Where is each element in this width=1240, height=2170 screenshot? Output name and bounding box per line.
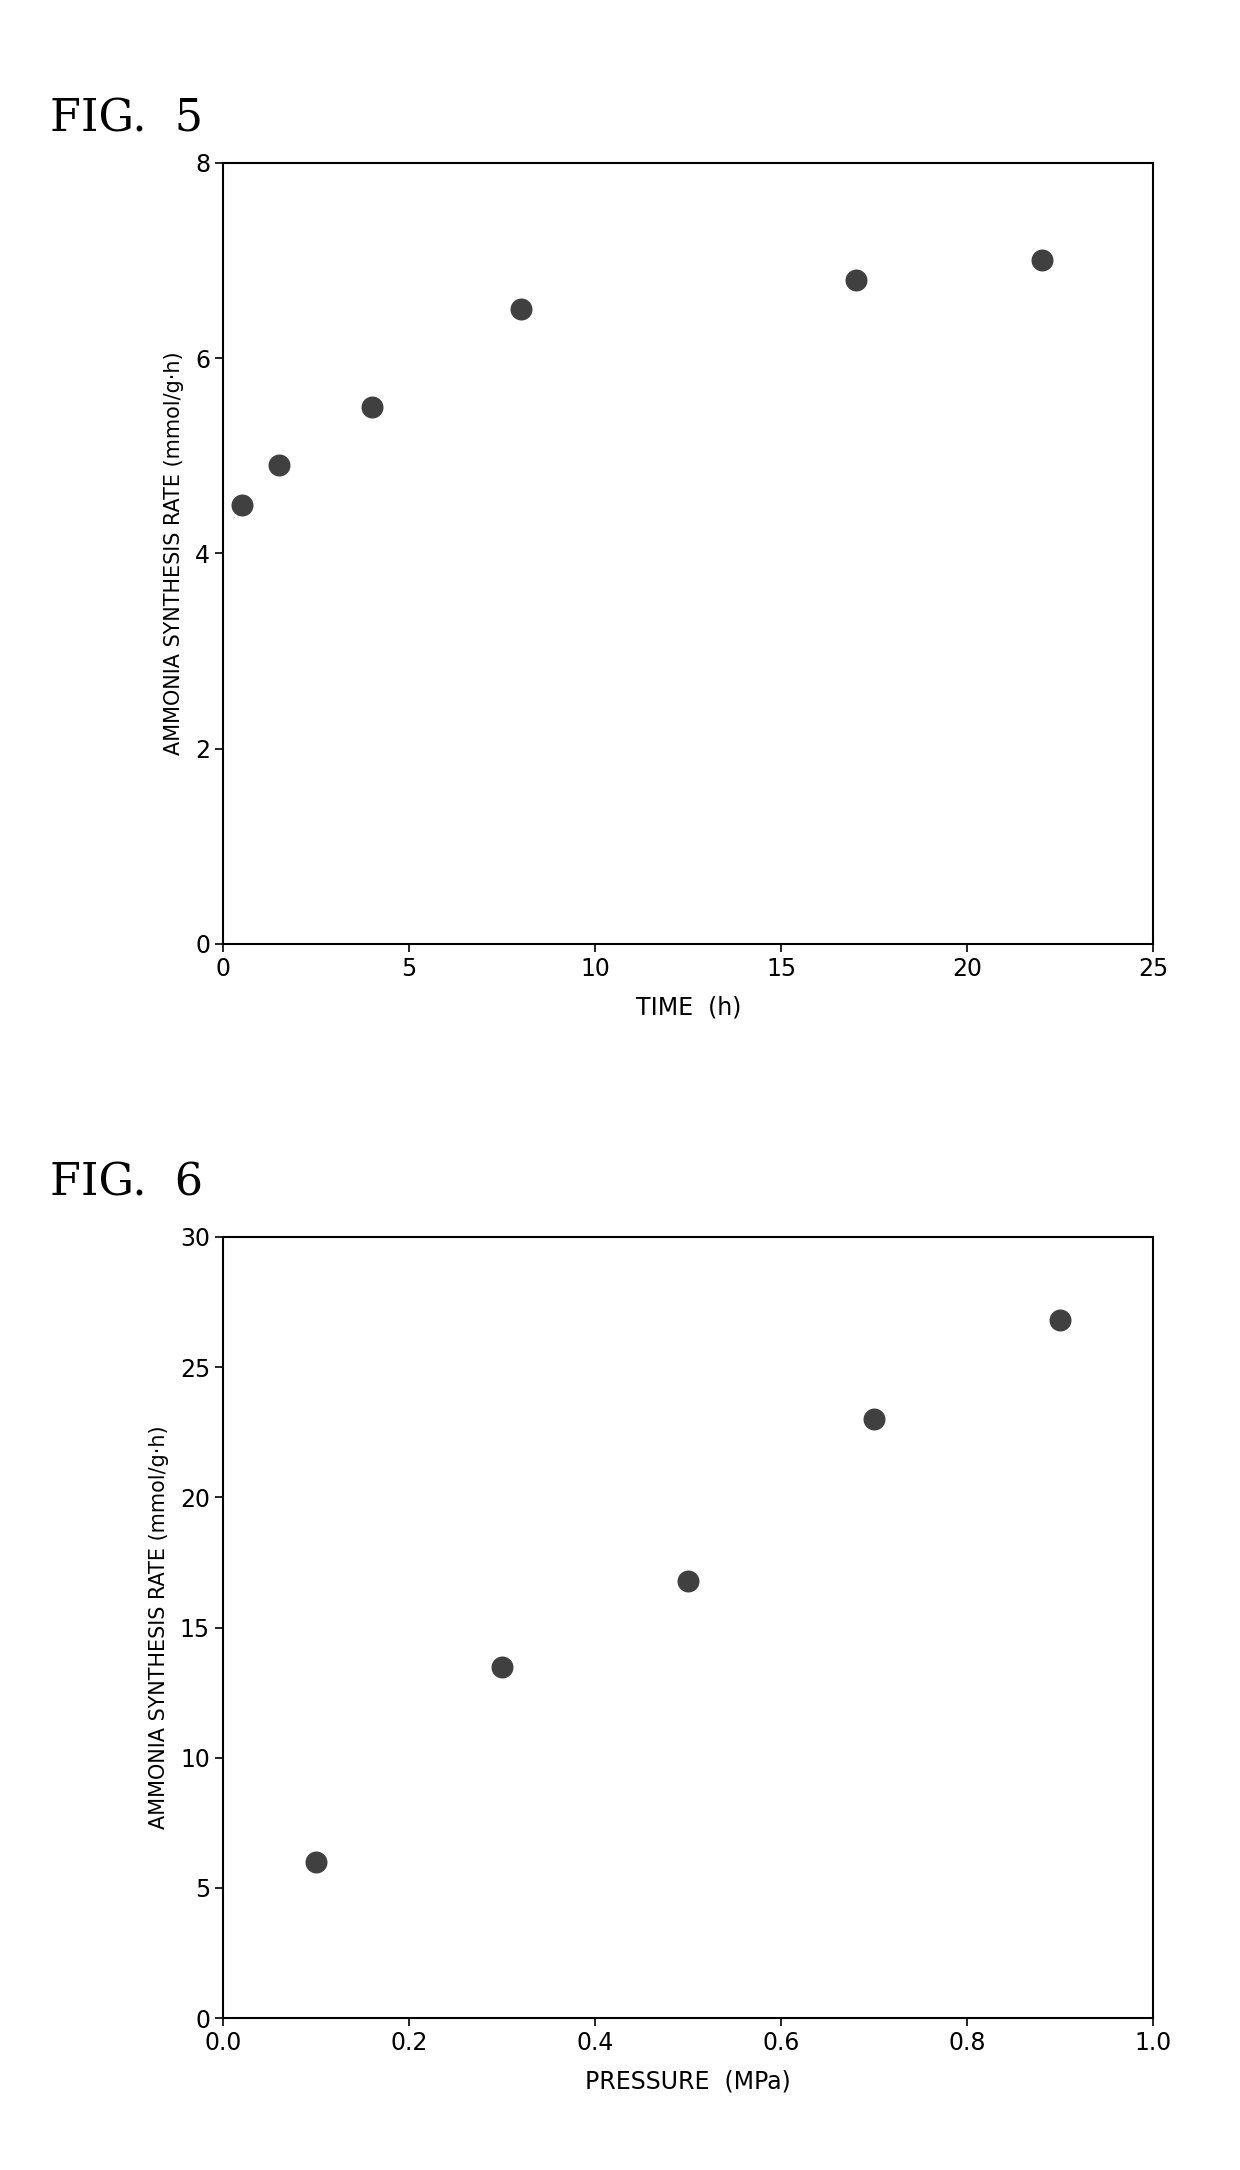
Point [1032,243,1052,278]
Point [1050,1302,1070,1337]
Point [511,293,531,328]
Point [864,1402,884,1437]
Point [232,488,252,523]
Text: FIG.  5: FIG. 5 [50,98,202,141]
Point [362,391,382,425]
Point [678,1562,698,1597]
Text: FIG.  6: FIG. 6 [50,1161,202,1204]
Y-axis label: AMMONIA SYNTHESIS RATE (mmol/g·h): AMMONIA SYNTHESIS RATE (mmol/g·h) [164,352,184,755]
X-axis label: PRESSURE  (MPa): PRESSURE (MPa) [585,2070,791,2094]
Point [306,1844,326,1879]
Y-axis label: AMMONIA SYNTHESIS RATE (mmol/g·h): AMMONIA SYNTHESIS RATE (mmol/g·h) [149,1426,169,1829]
Point [492,1649,512,1684]
X-axis label: TIME  (h): TIME (h) [636,996,740,1020]
Point [269,449,289,484]
Point [846,263,866,297]
